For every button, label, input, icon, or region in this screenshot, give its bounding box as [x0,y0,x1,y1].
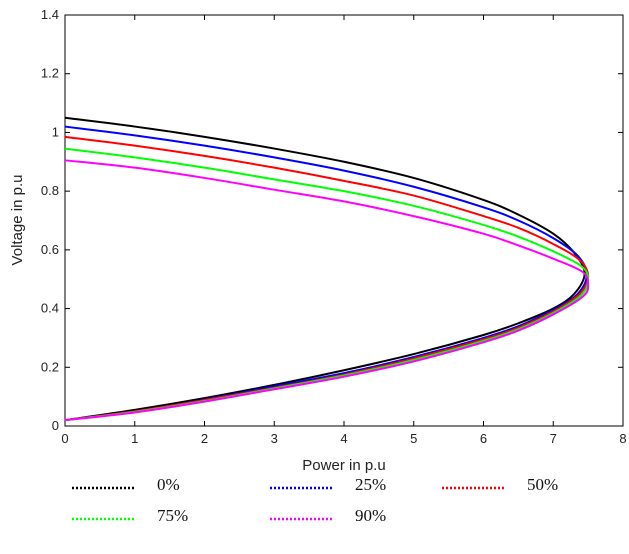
y-tick-label: 0.6 [41,242,59,257]
x-tick-label: 4 [340,431,347,446]
series-lines [64,116,590,422]
legend-label-0: 0% [157,475,180,494]
x-tick-labels: 0 1 2 3 4 5 6 7 8 [61,431,626,446]
x-tick-label: 0 [61,431,68,446]
y-tick-label: 0 [52,418,59,433]
x-tick-label: 5 [410,431,417,446]
y-tick-label: 1.2 [41,66,59,81]
legend-label-1: 25% [355,475,386,494]
legend-label-2: 50% [527,475,558,494]
x-axis-title: Power in p.u [302,457,385,474]
y-tick-label: 1.4 [41,7,59,22]
x-tick-label: 3 [271,431,278,446]
y-tick-labels: 0 0.2 0.4 0.6 0.8 1 1.2 1.4 [41,7,59,433]
x-tick-label: 7 [550,431,557,446]
y-tick-label: 1 [52,124,59,139]
x-tick-label: 6 [480,431,487,446]
series-line-4 [64,159,590,422]
y-tick-label: 0.4 [41,301,59,316]
x-tick-label: 1 [131,431,138,446]
legend: 0% 25% 50% 75% 90% [72,475,558,525]
x-tick-label: 8 [619,431,626,446]
x-tick-label: 2 [201,431,208,446]
y-tick-label: 0.8 [41,183,59,198]
plot-area [64,14,624,427]
y-axis-title: Voltage in p.u [9,175,26,266]
y-tick-label: 0.2 [41,359,59,374]
tick-marks [64,14,624,427]
legend-label-4: 90% [355,506,386,525]
legend-label-3: 75% [157,506,188,525]
